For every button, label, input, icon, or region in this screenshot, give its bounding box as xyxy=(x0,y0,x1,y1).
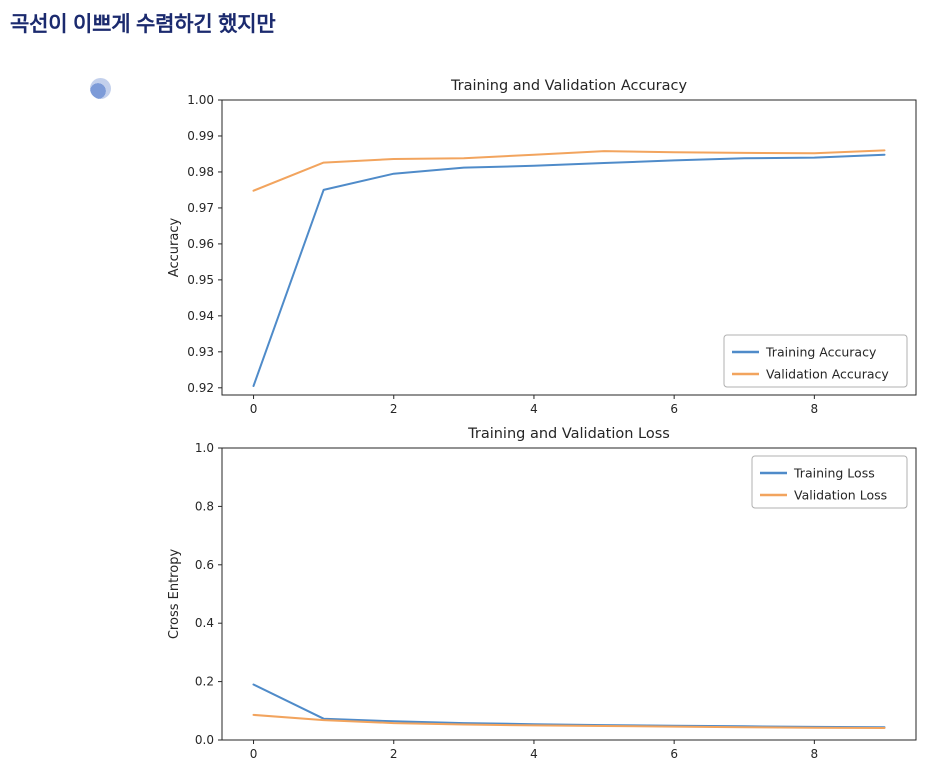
svg-text:0.99: 0.99 xyxy=(187,129,214,143)
svg-text:Cross Entropy: Cross Entropy xyxy=(167,549,182,640)
svg-text:2: 2 xyxy=(390,747,398,761)
profile-avatar-icon xyxy=(90,78,111,99)
svg-text:0.94: 0.94 xyxy=(187,309,214,323)
svg-text:1.00: 1.00 xyxy=(187,93,214,107)
svg-text:0.92: 0.92 xyxy=(187,381,214,395)
loss-chart: Training and Validation Loss Cross Entrop… xyxy=(167,426,917,761)
svg-text:0.6: 0.6 xyxy=(195,558,214,572)
figure-container: Training and Validation Accuracy Accuracy… xyxy=(0,60,928,767)
svg-text:4: 4 xyxy=(530,747,538,761)
svg-text:Accuracy: Accuracy xyxy=(167,218,182,278)
svg-text:Training Accuracy: Training Accuracy xyxy=(765,345,877,360)
svg-text:0.0: 0.0 xyxy=(195,733,214,747)
svg-text:0.97: 0.97 xyxy=(187,201,214,215)
svg-text:1.0: 1.0 xyxy=(195,441,214,455)
svg-text:0.96: 0.96 xyxy=(187,237,214,251)
accuracy-chart: Training and Validation Accuracy Accuracy… xyxy=(167,78,917,416)
svg-text:0.2: 0.2 xyxy=(195,675,214,689)
svg-text:6: 6 xyxy=(670,747,678,761)
svg-text:8: 8 xyxy=(811,747,819,761)
svg-text:2: 2 xyxy=(390,402,398,416)
svg-text:6: 6 xyxy=(670,402,678,416)
svg-text:0.4: 0.4 xyxy=(195,616,214,630)
svg-text:0.8: 0.8 xyxy=(195,499,214,513)
svg-text:8: 8 xyxy=(811,402,819,416)
svg-text:Training and Validation Accura: Training and Validation Accuracy xyxy=(450,78,688,94)
svg-text:0.98: 0.98 xyxy=(187,165,214,179)
svg-text:Validation Accuracy: Validation Accuracy xyxy=(766,367,889,382)
svg-text:0: 0 xyxy=(250,402,258,416)
svg-text:0: 0 xyxy=(250,747,258,761)
svg-text:0.93: 0.93 xyxy=(187,345,214,359)
page-title: 곡선이 이쁘게 수렴하긴 했지만 xyxy=(10,13,276,36)
svg-text:Training Loss: Training Loss xyxy=(793,466,875,481)
svg-text:Training and Validation Loss: Training and Validation Loss xyxy=(467,426,670,442)
svg-text:Validation Loss: Validation Loss xyxy=(794,488,887,503)
svg-text:4: 4 xyxy=(530,402,538,416)
svg-text:0.95: 0.95 xyxy=(187,273,214,287)
